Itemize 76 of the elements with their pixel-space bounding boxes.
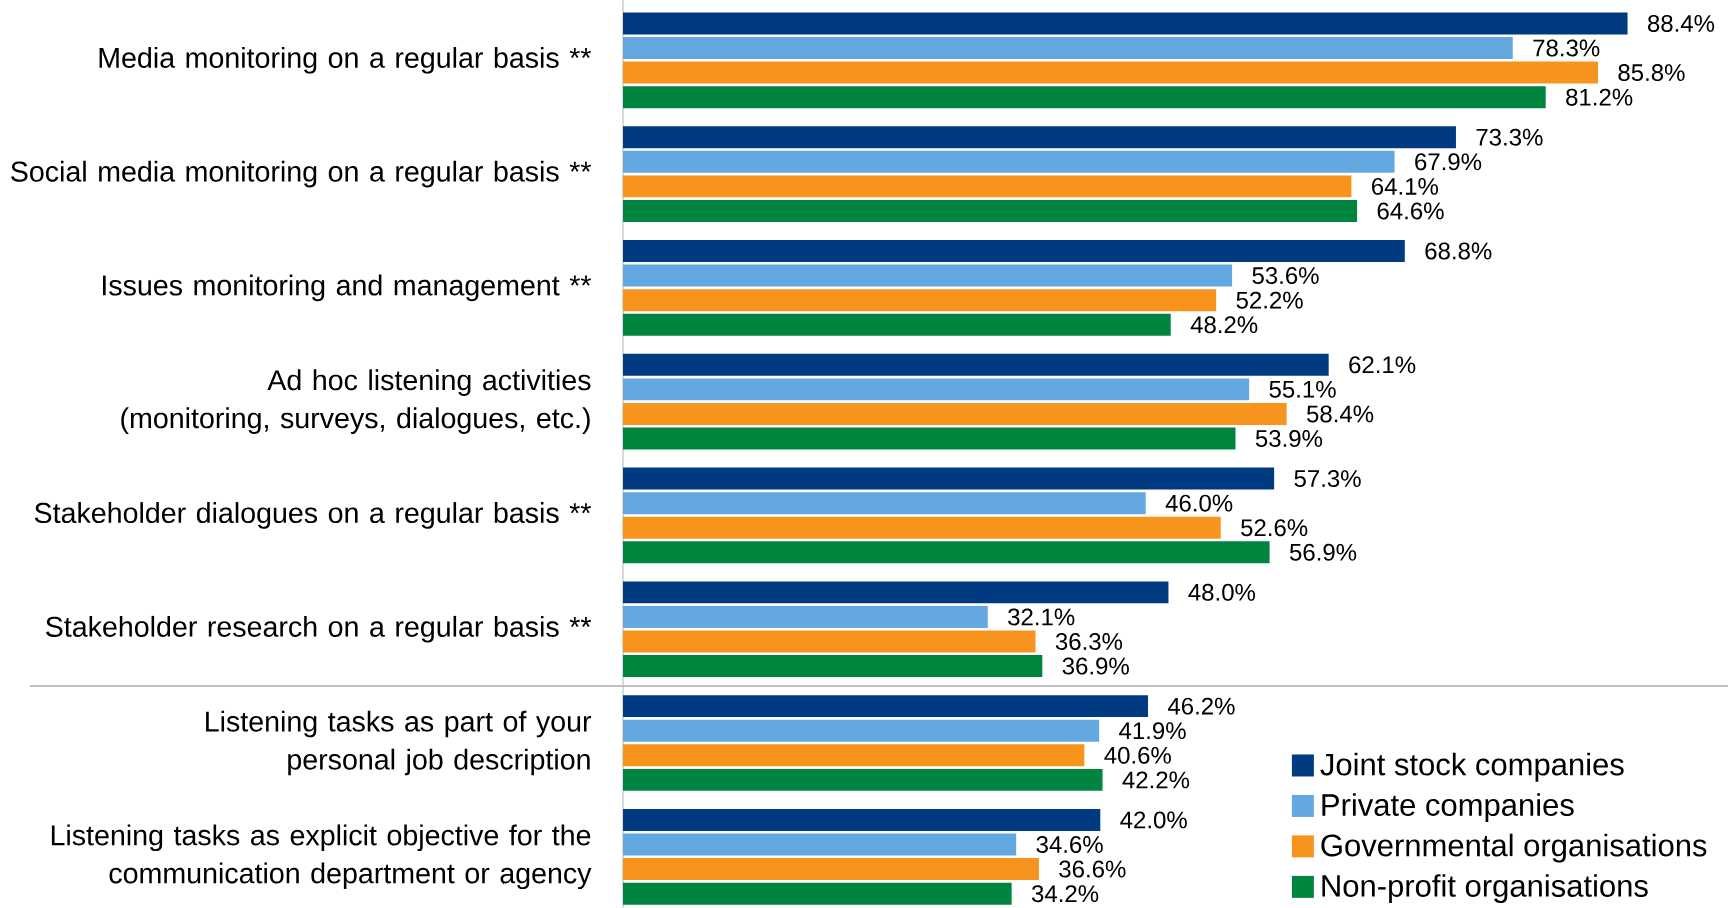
- bar: [623, 605, 988, 628]
- data-label: 58.4%: [1307, 405, 1374, 423]
- data-label: 78.3%: [1533, 39, 1600, 57]
- bar: [623, 719, 1100, 742]
- bar: [623, 86, 1546, 109]
- bar: [623, 695, 1148, 718]
- data-label: 52.6%: [1241, 519, 1308, 537]
- data-label: 52.2%: [1236, 291, 1303, 309]
- y-tick-label: Listening tasks as explicit objective for the communication department or agency: [51, 824, 592, 890]
- data-label: 64.1%: [1372, 177, 1438, 195]
- legend-label: Non-profit organisations: [1322, 874, 1648, 904]
- bar: [623, 768, 1103, 791]
- data-label: 42.2%: [1122, 771, 1190, 789]
- bar: [623, 655, 1043, 678]
- bar: [623, 378, 1250, 401]
- data-label: 88.4%: [1647, 14, 1715, 32]
- bar: [623, 175, 1352, 198]
- bar: [623, 467, 1275, 490]
- bar: [623, 858, 1039, 881]
- bar: [623, 353, 1329, 376]
- data-label: 34.6%: [1036, 836, 1103, 853]
- data-label: 42.0%: [1120, 811, 1187, 829]
- data-label: 32.1%: [1008, 608, 1075, 626]
- y-tick-label: Stakeholder research on a regular basis **: [46, 615, 592, 643]
- data-label: 36.9%: [1062, 657, 1129, 675]
- bar: [623, 402, 1287, 425]
- data-label: 81.2%: [1566, 88, 1633, 106]
- data-label: 56.9%: [1289, 543, 1357, 561]
- bar: [623, 516, 1221, 539]
- bar: [623, 240, 1405, 262]
- bar: [623, 61, 1598, 84]
- bar: [623, 630, 1036, 653]
- data-label: 46.2%: [1167, 697, 1235, 715]
- bar: [623, 289, 1217, 312]
- data-label: 73.3%: [1476, 128, 1543, 146]
- y-tick-label: Ad hoc listening activities (monitoring, surveys, dialogues, etc.): [121, 369, 591, 434]
- data-label: 34.2%: [1031, 885, 1099, 903]
- data-label: 62.1%: [1349, 356, 1416, 374]
- bar: [623, 126, 1456, 149]
- bar: [623, 313, 1171, 336]
- legend-label: Private companies: [1322, 793, 1574, 823]
- data-label: 64.6%: [1377, 202, 1444, 220]
- bar: [623, 581, 1169, 604]
- y-tick-label: Media monitoring on a regular basis **: [99, 46, 592, 74]
- bar: [623, 150, 1395, 173]
- data-label: 53.9%: [1255, 430, 1323, 447]
- y-tick-label: Stakeholder dialogues on a regular basis **: [34, 502, 592, 529]
- bar: [623, 744, 1085, 767]
- legend-label: Governmental organisations: [1321, 833, 1707, 863]
- bar: [623, 833, 1017, 856]
- data-label: 41.9%: [1119, 722, 1186, 740]
- data-label: 46.0%: [1165, 494, 1233, 512]
- y-tick-label: Issues monitoring and management **: [103, 274, 592, 302]
- data-label: 57.3%: [1294, 470, 1361, 488]
- data-label: 40.6%: [1104, 746, 1171, 764]
- bar: [623, 882, 1012, 905]
- data-label: 85.8%: [1618, 64, 1685, 82]
- data-label: 48.0%: [1188, 583, 1256, 601]
- bar: [623, 427, 1236, 450]
- data-label: 53.6%: [1252, 267, 1319, 285]
- bar: [623, 808, 1101, 831]
- bar: [623, 37, 1513, 59]
- data-label: 68.8%: [1425, 242, 1492, 260]
- bar: [623, 541, 1270, 564]
- y-tick-label: Social media monitoring on a regular basis **: [11, 160, 592, 188]
- bar: [623, 264, 1233, 287]
- data-label: 36.6%: [1059, 860, 1126, 878]
- y-tick-label: Listening tasks as part of your personal job description: [206, 710, 592, 776]
- data-label: 67.9%: [1415, 153, 1482, 171]
- data-label: 36.3%: [1055, 633, 1123, 650]
- bar: [623, 12, 1628, 35]
- bar: [623, 492, 1146, 515]
- data-label: 48.2%: [1190, 316, 1258, 334]
- data-label: 55.1%: [1269, 380, 1336, 398]
- bar: [623, 199, 1358, 222]
- legend-label: Joint stock companies: [1320, 752, 1624, 782]
